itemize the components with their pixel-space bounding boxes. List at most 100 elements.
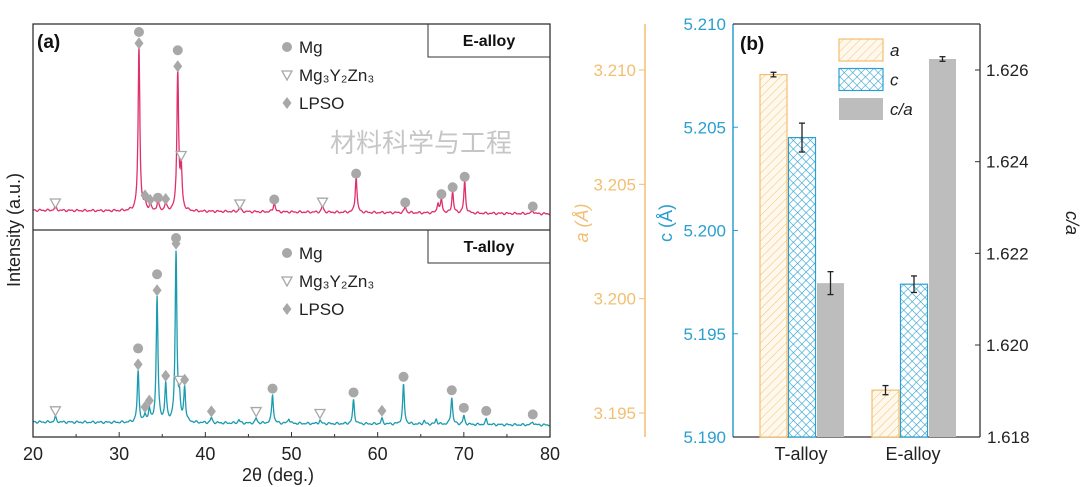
x-tick-label: 50 xyxy=(281,444,301,464)
mg-circle-marker xyxy=(171,233,182,243)
x-axis-title: 2θ (deg.) xyxy=(242,465,314,485)
bar-c-e-alloy xyxy=(899,283,929,438)
lpso-diamond-marker xyxy=(282,97,292,109)
lpso-diamond-marker xyxy=(133,358,143,371)
legend-label-circle: Mg xyxy=(299,38,323,57)
y-axis-title: Intensity (a.u.) xyxy=(4,173,24,287)
lpso-diamond-marker xyxy=(140,400,150,413)
bar-ca-t-alloy xyxy=(817,283,844,437)
legend: Mg Mg₃Y₂Zn₃ LPSO xyxy=(280,38,374,113)
mg-circle-marker xyxy=(282,248,292,258)
legend-label-triangle: Mg₃Y₂Zn₃ xyxy=(299,66,374,85)
mg3y2zn3-triangle-marker xyxy=(280,276,294,288)
xrd-line-t-alloy xyxy=(33,250,550,427)
error-bar xyxy=(799,122,805,153)
lpso-diamond-marker xyxy=(161,193,171,206)
lpso-diamond-marker xyxy=(161,369,171,382)
legend-swatch-ca xyxy=(839,98,883,120)
ca-tick-label: 1.624 xyxy=(986,153,1029,172)
error-bar xyxy=(827,271,834,296)
lpso-diamond-marker xyxy=(145,193,155,206)
series-label: E-alloy xyxy=(463,33,516,50)
c-tick-label: 5.195 xyxy=(683,325,726,344)
mg3y2zn3-triangle-marker xyxy=(175,150,188,162)
mg-circle-marker xyxy=(282,42,292,52)
error-bar xyxy=(939,56,946,62)
panel-label: (a) xyxy=(37,32,60,53)
mg-circle-marker xyxy=(481,405,492,416)
mg-circle-marker xyxy=(527,409,538,420)
c-tick-label: 5.205 xyxy=(683,118,726,137)
a-axis-title: a (Å) xyxy=(572,203,592,242)
ca-tick-label: 1.618 xyxy=(987,428,1030,447)
panel-label: (b) xyxy=(740,34,764,55)
legend-swatch-a xyxy=(838,38,884,62)
x-tick-label: 80 xyxy=(540,444,560,464)
c-tick-label: 5.190 xyxy=(683,428,726,447)
bar-a-t-alloy xyxy=(759,73,788,438)
legend-label-c: c xyxy=(890,71,899,90)
mg-circle-marker xyxy=(447,182,458,193)
mg-circle-marker xyxy=(133,27,144,37)
bar-ca-e-alloy xyxy=(929,59,956,437)
x-tick-label: 60 xyxy=(368,444,388,464)
a-tick-label: 3.200 xyxy=(593,290,636,309)
panel-a: Mg Mg₃Y₂Zn₃ LPSO E-alloy Mg Mg₃Y₂Zn₃ LPSO T-all… xyxy=(4,23,560,485)
mg3y2zn3-triangle-marker xyxy=(316,197,329,209)
x-tick-label: 30 xyxy=(109,444,129,464)
x-tick-label: 70 xyxy=(454,444,474,464)
lpso-diamond-marker xyxy=(173,60,183,73)
x-category-label: T-alloy xyxy=(774,444,827,464)
lpso-diamond-marker xyxy=(377,404,387,417)
legend-label-diamond: LPSO xyxy=(299,300,344,319)
legend: Mg Mg₃Y₂Zn₃ LPSO xyxy=(280,244,374,319)
ca-tick-label: 1.620 xyxy=(986,336,1029,355)
series-label: T-alloy xyxy=(464,239,515,256)
lpso-diamond-marker xyxy=(180,373,190,386)
mg-circle-marker xyxy=(269,194,280,205)
bar-c-t-alloy xyxy=(787,136,817,438)
lpso-diamond-marker xyxy=(134,37,144,50)
a-tick-label: 3.205 xyxy=(593,175,636,194)
ca-tick-label: 1.626 xyxy=(986,61,1029,80)
panel-b: 3.195 3.200 3.205 3.210 a (Å) 5.190 5.195 5.200… xyxy=(572,15,1080,464)
lpso-diamond-marker xyxy=(152,284,162,297)
mg-circle-marker xyxy=(458,402,469,413)
bar-a-e-alloy xyxy=(871,389,900,438)
mg-circle-marker xyxy=(152,192,163,203)
legend-label-ca: c/a xyxy=(890,100,913,119)
a-tick-label: 3.210 xyxy=(593,61,636,80)
legend-label-diamond: LPSO xyxy=(299,94,344,113)
mg3y2zn3-triangle-marker xyxy=(250,406,263,418)
mg-circle-marker xyxy=(459,171,470,182)
legend-label-triangle: Mg₃Y₂Zn₃ xyxy=(299,272,374,291)
mg3y2zn3-triangle-marker xyxy=(49,198,62,210)
xrd-line-e-alloy xyxy=(33,45,550,216)
mg-circle-marker xyxy=(172,45,183,56)
error-bar xyxy=(911,275,917,294)
x-category-label: E-alloy xyxy=(885,444,940,464)
ca-tick-label: 1.622 xyxy=(986,244,1029,263)
c-tick-label: 5.210 xyxy=(683,15,726,34)
mg3y2zn3-triangle-marker xyxy=(49,406,62,418)
lpso-diamond-marker xyxy=(206,405,216,418)
mg-circle-marker xyxy=(267,383,278,394)
mg-circle-marker xyxy=(436,189,447,200)
c-axis-title: c (Å) xyxy=(656,204,676,242)
mg-circle-marker xyxy=(446,385,457,396)
x-tick-label: 20 xyxy=(23,444,43,464)
mg-circle-marker xyxy=(400,197,411,208)
a-tick-label: 3.195 xyxy=(593,404,636,423)
watermark: 材料科学与工程 xyxy=(330,129,512,159)
mg-circle-marker xyxy=(527,201,538,212)
legend-label-circle: Mg xyxy=(299,244,323,263)
c-tick-label: 5.200 xyxy=(683,222,726,241)
mg3y2zn3-triangle-marker xyxy=(233,199,246,211)
mg3y2zn3-triangle-marker xyxy=(280,70,294,82)
lpso-diamond-marker xyxy=(144,394,154,407)
mg-circle-marker xyxy=(152,269,163,280)
mg-circle-marker xyxy=(351,168,362,179)
mg3y2zn3-triangle-marker xyxy=(313,408,327,420)
legend-swatch-c xyxy=(838,67,884,92)
